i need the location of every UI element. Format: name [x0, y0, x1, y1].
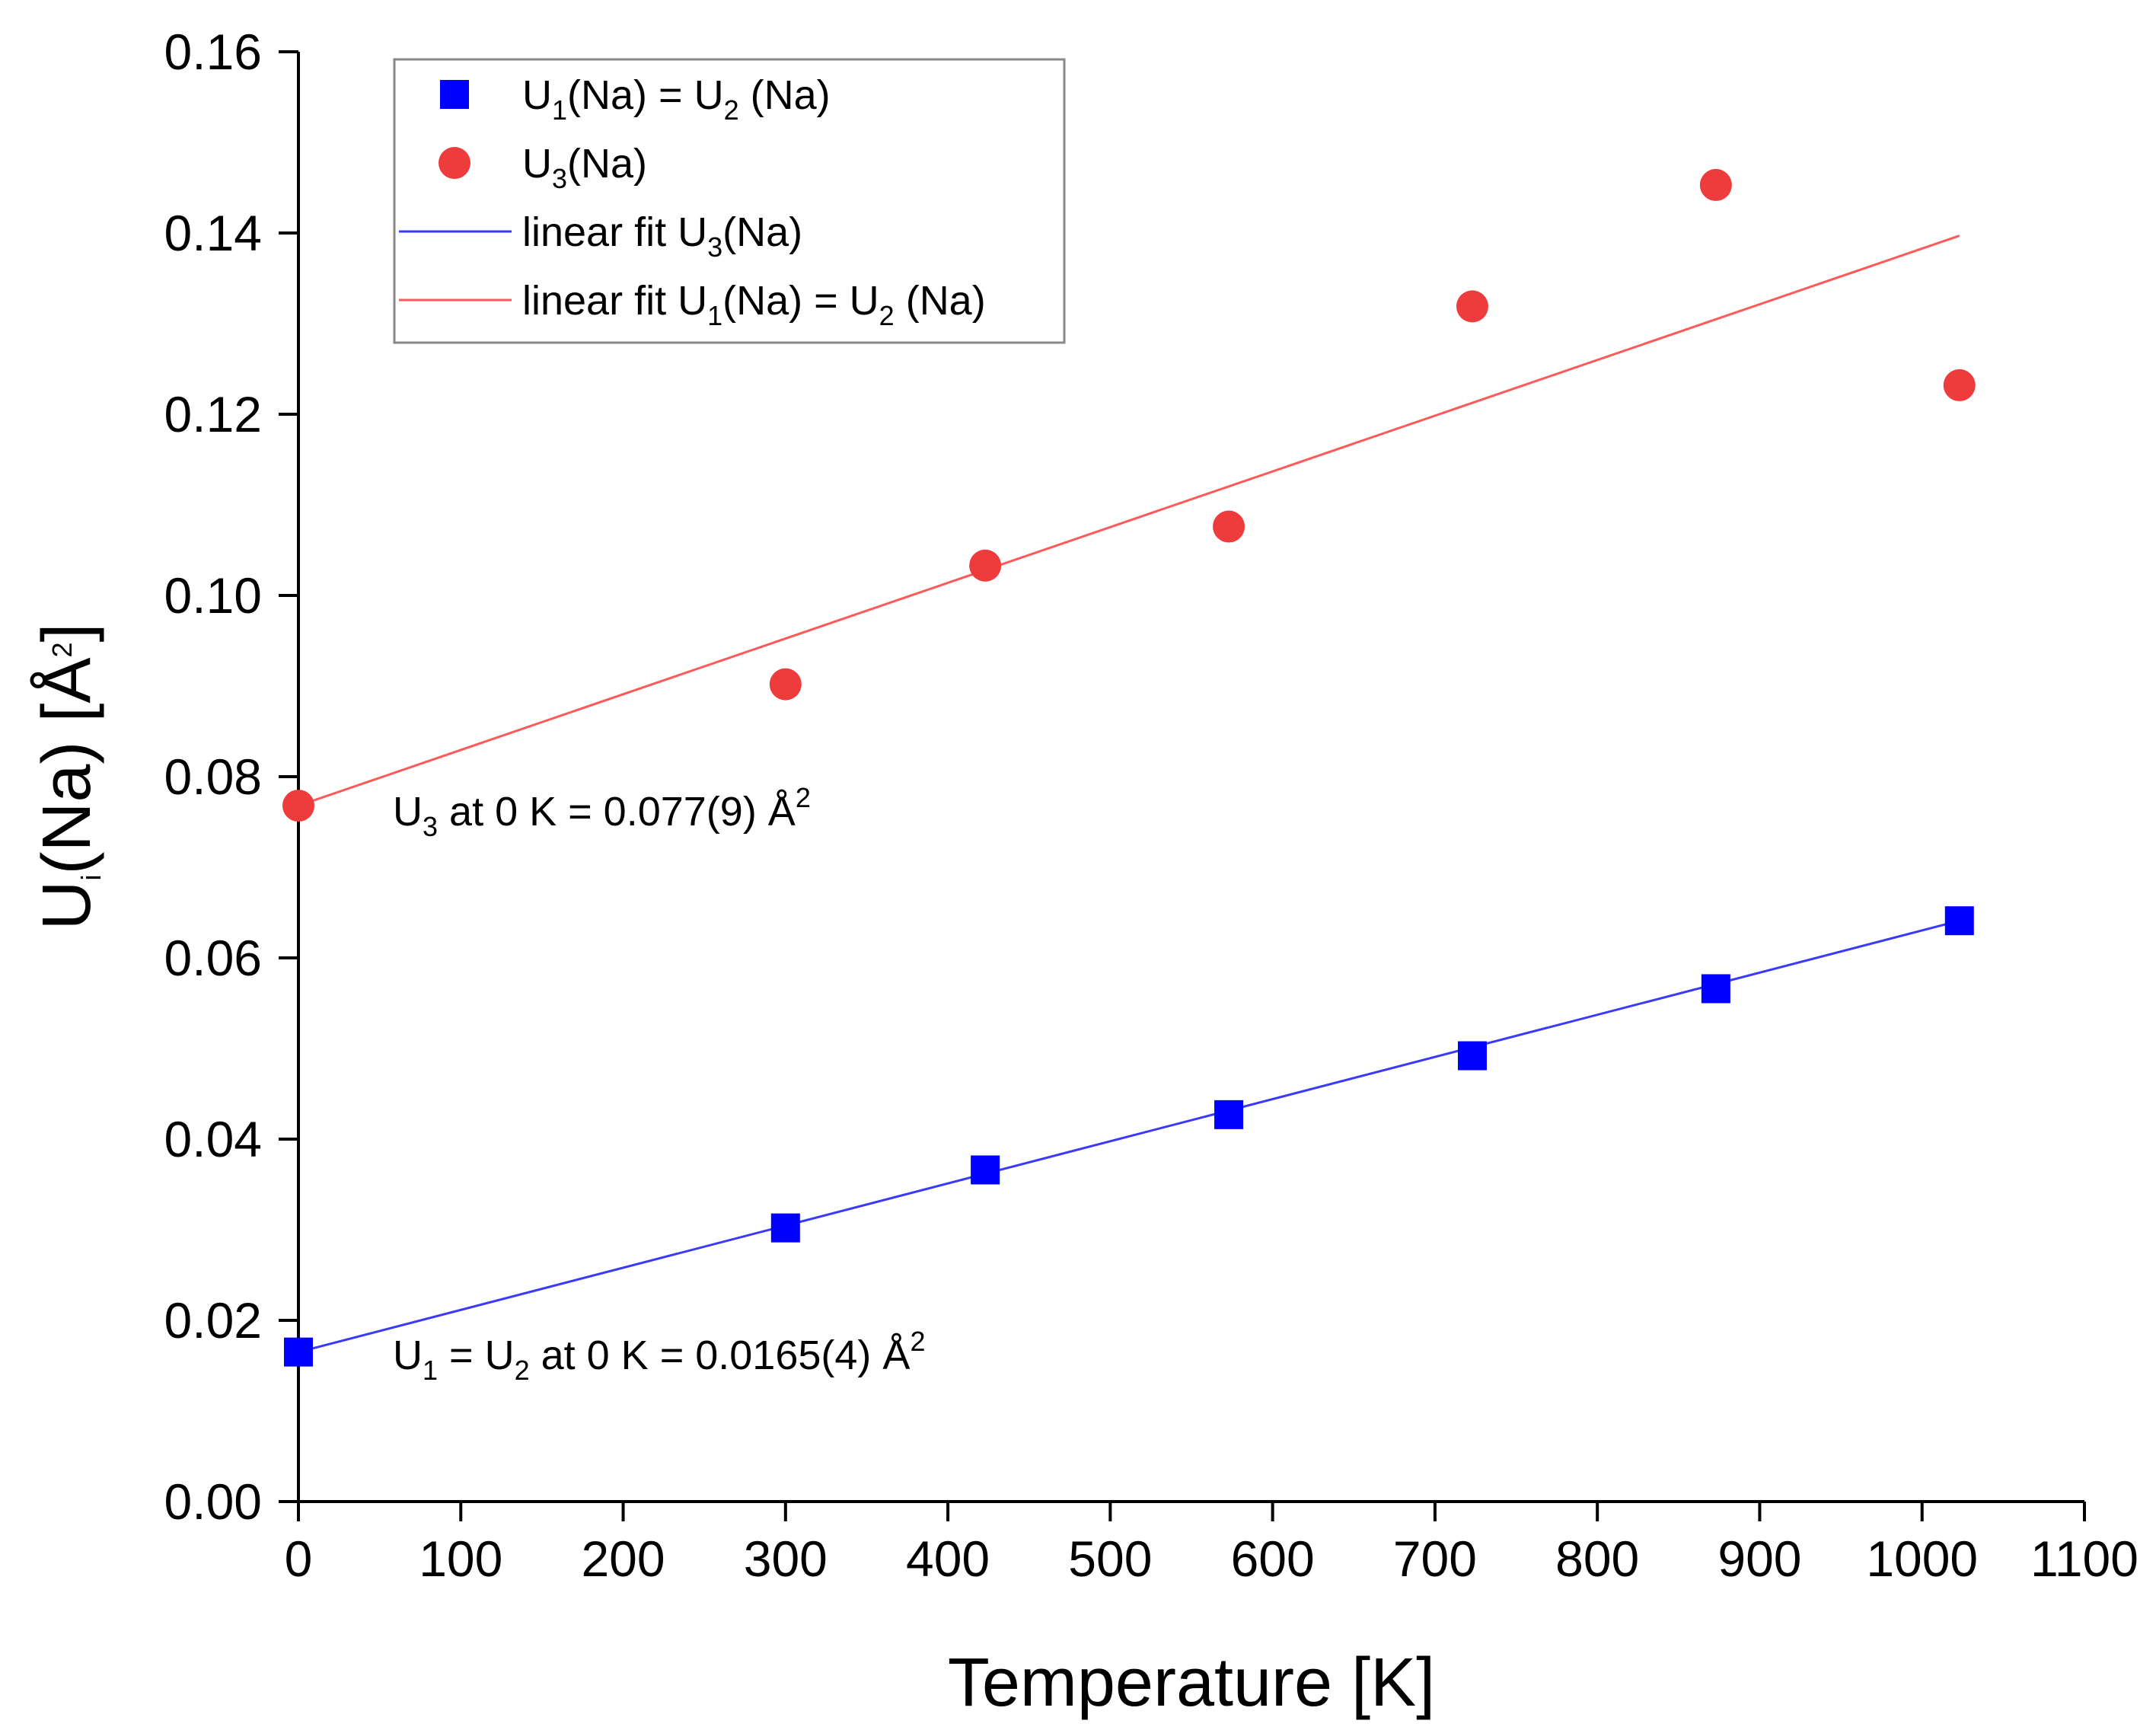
square-marker [1457, 1041, 1487, 1071]
y-tick-label: 0.06 [164, 930, 262, 986]
circle-marker [1943, 369, 1976, 401]
square-marker [1701, 974, 1730, 1004]
y-tick-label: 0.04 [164, 1111, 262, 1167]
legend-square-icon [440, 80, 469, 109]
y-tick-label: 0.16 [164, 24, 262, 80]
square-marker [770, 1213, 800, 1243]
x-tick-label: 100 [419, 1531, 502, 1587]
x-tick-label: 500 [1068, 1531, 1152, 1587]
x-tick-label: 700 [1393, 1531, 1477, 1587]
x-tick-label: 600 [1231, 1531, 1315, 1587]
y-axis-title: Ui(Na) [Å2] [29, 623, 107, 930]
square-marker [1944, 906, 1974, 936]
legend-label: U3(Na) [522, 141, 647, 194]
legend-label: U1(Na) = U2 (Na) [522, 72, 831, 126]
y-tick-label: 0.12 [164, 386, 262, 442]
legend: U1(Na) = U2 (Na) U3(Na) linear fit U3(Na) l… [393, 58, 1066, 344]
x-axis-title: Temperature [K] [948, 1645, 1435, 1721]
fit-line [298, 235, 1960, 807]
circle-marker [1456, 290, 1488, 323]
y-tick-label: 0.00 [164, 1473, 262, 1530]
circle-marker [1213, 510, 1245, 543]
x-tick-label: 300 [744, 1531, 828, 1587]
annotation-u1-u2: U1 = U2 at 0 K = 0.0165(4) Å2 [393, 1326, 925, 1386]
circle-marker [282, 790, 314, 822]
legend-box [393, 58, 1066, 344]
x-tick-label: 1000 [1866, 1531, 1978, 1587]
y-tick-label: 0.10 [164, 567, 262, 624]
x-tick-label: 200 [581, 1531, 665, 1587]
y-tick-label: 0.14 [164, 205, 262, 261]
square-marker [1214, 1100, 1244, 1129]
x-tick-label: 900 [1717, 1531, 1801, 1587]
legend-label: linear fit U1(Na) = U2 (Na) [522, 278, 986, 331]
annotations: U3 at 0 K = 0.077(9) Å2 U1 = U2 at 0 K = … [393, 782, 925, 1386]
axes: 0.00 0.02 0.04 0.06 0.08 0.10 0.12 0.14 0.16 0 100… [29, 24, 2138, 1721]
y-tick-label: 0.02 [164, 1292, 262, 1349]
fit-lines [298, 235, 1960, 1354]
circle-marker [1699, 168, 1732, 201]
circle-marker [969, 549, 1002, 582]
y-tick-label: 0.08 [164, 748, 262, 805]
square-marker [284, 1337, 313, 1367]
y-axis-title-text: Ui(Na) [Å2] [29, 623, 107, 930]
fit-line [298, 919, 1960, 1354]
legend-label: linear fit U3(Na) [522, 209, 802, 263]
circle-marker [769, 668, 802, 701]
square-marker [971, 1155, 1000, 1185]
x-tick-label: 1100 [2030, 1531, 2138, 1587]
x-tick-label: 400 [906, 1531, 990, 1587]
x-tick-label: 0 [285, 1531, 313, 1587]
legend-circle-icon [439, 147, 470, 179]
data-points [282, 168, 1976, 1367]
x-tick-label: 800 [1555, 1531, 1639, 1587]
annotation-u3: U3 at 0 K = 0.077(9) Å2 [393, 782, 811, 842]
